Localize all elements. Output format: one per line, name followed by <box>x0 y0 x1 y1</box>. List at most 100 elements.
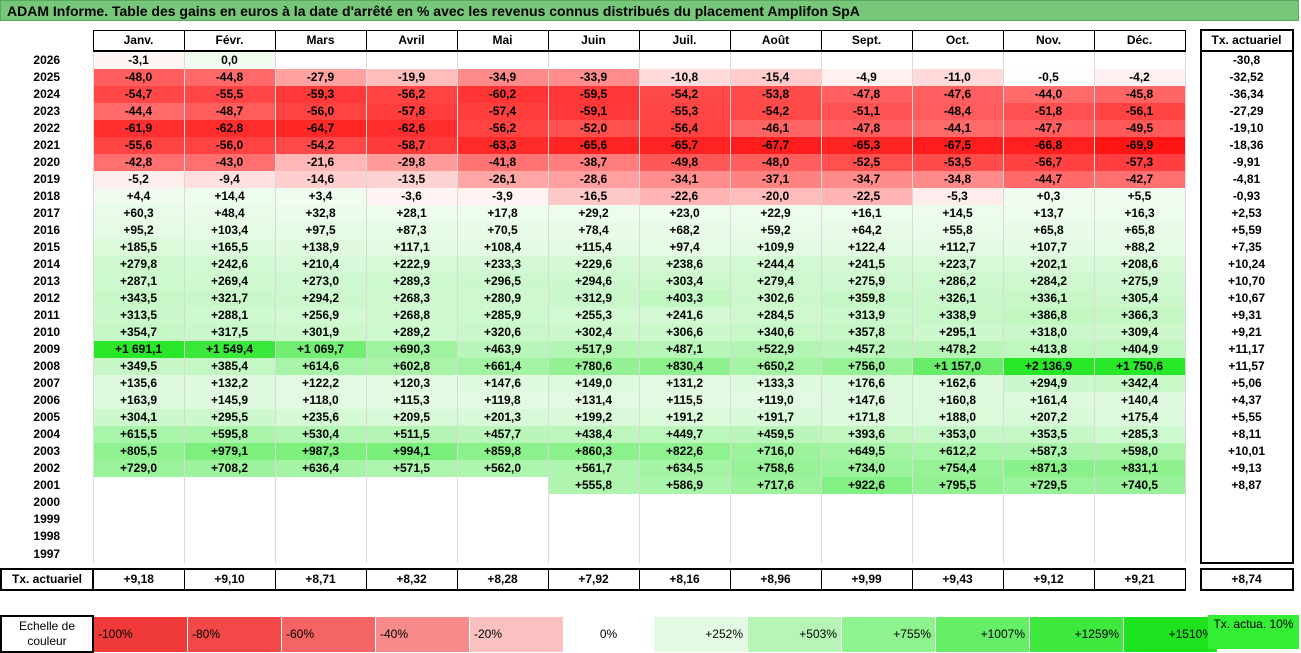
table-row: 2013 +287,1 +269,4 +273,0 +289,3 +296,5 +294,6… <box>1 273 1294 290</box>
gain-cell: -59,1 <box>547 103 640 120</box>
gain-cell: +321,7 <box>183 290 276 307</box>
gain-cell: +122,4 <box>820 239 913 256</box>
tx-cell: +5,55 <box>1199 409 1294 426</box>
gain-cell <box>547 494 640 511</box>
gain-cell: -22,6 <box>638 188 731 205</box>
gain-cell: +294,2 <box>274 290 367 307</box>
gain-cell: +294,9 <box>1002 375 1095 392</box>
gain-cell: +1 549,4 <box>183 341 276 358</box>
year-label: 2009 <box>33 342 61 356</box>
gain-cell: -54,2 <box>274 137 367 154</box>
gain-cell: +279,4 <box>729 273 822 290</box>
gain-cell: +14,4 <box>183 188 276 205</box>
month-header: Juin <box>547 29 640 52</box>
gain-cell: -59,5 <box>547 86 640 103</box>
tx-cell: +10,67 <box>1199 290 1294 307</box>
actuarial-tx-cell: +8,74 <box>1199 568 1294 591</box>
gain-cell: -47,6 <box>911 86 1004 103</box>
gain-cell: +210,4 <box>274 256 367 273</box>
scale-swatch: -40% <box>375 615 470 653</box>
gain-cell: -11,0 <box>911 69 1004 86</box>
gain-cell: +209,5 <box>365 409 458 426</box>
gain-cell: +555,8 <box>547 477 640 494</box>
gap-cell <box>1185 511 1201 528</box>
year-label: 2025 <box>33 70 61 84</box>
gain-cell: +831,1 <box>1093 460 1186 477</box>
gain-cell: -47,8 <box>820 120 913 137</box>
year-label: 2024 <box>33 87 61 101</box>
gain-cell <box>729 545 822 563</box>
gain-cell: +268,8 <box>365 307 458 324</box>
table-row: 2018 +4,4 +14,4 +3,4 -3,6 -3,9 -16,5 -22,6 -20,0… <box>1 188 1294 205</box>
tx-cell: +5,59 <box>1199 222 1294 239</box>
gain-cell: +636,4 <box>274 460 367 477</box>
month-header: Mars <box>274 29 367 52</box>
gain-cell: -37,1 <box>729 171 822 188</box>
gain-cell: -55,5 <box>183 86 276 103</box>
gap-cell <box>1185 443 1201 460</box>
table-row: 2000 <box>1 494 1294 511</box>
actuarial-cell: +8,16 <box>638 568 731 591</box>
gain-cell: -56,0 <box>274 103 367 120</box>
gain-cell: +0,3 <box>1002 188 1095 205</box>
gain-cell: +758,6 <box>729 460 822 477</box>
month-header: Oct. <box>911 29 1004 52</box>
gain-cell <box>365 494 458 511</box>
gap-cell <box>1185 528 1201 545</box>
gain-cell <box>911 511 1004 528</box>
gain-cell: +413,8 <box>1002 341 1095 358</box>
year-label: 2004 <box>33 427 61 441</box>
gain-cell <box>911 51 1004 69</box>
gain-cell: -57,8 <box>365 103 458 120</box>
year-label: 2016 <box>33 223 61 237</box>
gain-cell: -5,3 <box>911 188 1004 205</box>
month-header: Juil. <box>638 29 731 52</box>
gain-cell: +326,1 <box>911 290 1004 307</box>
gain-cell: +160,8 <box>911 392 1004 409</box>
gain-cell <box>274 51 367 69</box>
gain-cell: +176,6 <box>820 375 913 392</box>
gain-cell: +385,4 <box>183 358 276 375</box>
tx-cell <box>1199 511 1294 528</box>
gain-cell <box>183 545 276 563</box>
gain-cell: +338,9 <box>911 307 1004 324</box>
gain-cell: +615,5 <box>92 426 185 443</box>
gain-cell: +70,5 <box>456 222 549 239</box>
gain-cell: -49,8 <box>638 154 731 171</box>
gain-cell: +288,1 <box>183 307 276 324</box>
month-header: Avril <box>365 29 458 52</box>
gain-cell: +708,2 <box>183 460 276 477</box>
gap-cell <box>1185 222 1201 239</box>
year-label: 2007 <box>33 376 61 390</box>
gain-cell: +109,9 <box>729 239 822 256</box>
gain-cell: +5,5 <box>1093 188 1186 205</box>
gain-cell <box>365 51 458 69</box>
gain-cell: +97,4 <box>638 239 731 256</box>
actuarial-cell: +8,71 <box>274 568 367 591</box>
table-row: 2005 +304,1 +295,5 +235,6 +209,5 +201,3 +199,2… <box>1 409 1294 426</box>
tx-cell: -9,91 <box>1199 154 1294 171</box>
year-label: 2023 <box>33 104 61 118</box>
gap-cell <box>1185 545 1201 563</box>
gain-cell: +55,8 <box>911 222 1004 239</box>
gain-cell: +313,9 <box>820 307 913 324</box>
gain-cell: +185,5 <box>92 239 185 256</box>
table-row: 2020 -42,8 -43,0 -21,6 -29,8 -41,8 -38,7 -49,8-… <box>1 154 1294 171</box>
gain-cell: +511,5 <box>365 426 458 443</box>
gain-cell: +201,3 <box>456 409 549 426</box>
table-row: 2026 -3,1 0,0 -30,8 <box>1 51 1294 69</box>
gain-cell: +175,4 <box>1093 409 1186 426</box>
gain-cell: +280,9 <box>456 290 549 307</box>
gain-cell: +359,8 <box>820 290 913 307</box>
gain-cell: +305,4 <box>1093 290 1186 307</box>
gain-cell: +108,4 <box>456 239 549 256</box>
gain-cell: -54,2 <box>638 86 731 103</box>
tx-cell: -19,10 <box>1199 120 1294 137</box>
gain-cell: +60,3 <box>92 205 185 222</box>
gain-cell: -28,6 <box>547 171 640 188</box>
gain-cell <box>183 528 276 545</box>
table-row: 2016 +95,2 +103,4 +97,5 +87,3 +70,5 +78,4 +68,2… <box>1 222 1294 239</box>
tx-cell: +9,21 <box>1199 324 1294 341</box>
gain-cell: +562,0 <box>456 460 549 477</box>
gain-cell: -62,6 <box>365 120 458 137</box>
